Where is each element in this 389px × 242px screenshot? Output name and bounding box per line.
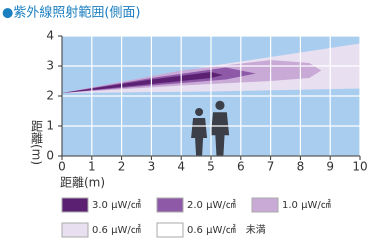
legend-swatch: [62, 223, 88, 237]
chart: ●紫外線照射範囲(側面) 距離(m) 距離(m) 0 1 2 3 4 5 6 7 8 9 10 0 1 2…: [0, 0, 389, 242]
legend-swatch: [157, 198, 183, 212]
x-tick-label: 2: [118, 160, 126, 174]
x-tick-label: 10: [352, 160, 367, 174]
chart-title: ●紫外線照射範囲(側面): [2, 5, 141, 21]
legend-swatch: [157, 223, 183, 237]
x-tick-label: 6: [237, 160, 245, 174]
x-tick-label: 1: [88, 160, 96, 174]
x-tick-label: 5: [207, 160, 215, 174]
y-tick-label: 2: [46, 89, 54, 103]
legend-label: 0.6 μW/㎠ 未満: [187, 224, 266, 236]
x-tick-label: 3: [148, 160, 156, 174]
legend-swatch: [252, 198, 278, 212]
x-tick-label: 4: [177, 160, 185, 174]
x-tick-label: 9: [326, 160, 334, 174]
x-tick-label: 0: [58, 160, 66, 174]
y-tick-label: 0: [46, 149, 54, 163]
head: [195, 108, 203, 116]
y-axis-label: 距離(m): [30, 120, 44, 165]
head: [215, 101, 224, 110]
x-tick-label: 7: [267, 160, 275, 174]
y-tick-label: 1: [46, 119, 54, 133]
y-tick-label: 4: [46, 29, 54, 43]
x-axis-label: 距離(m): [60, 176, 105, 190]
legend-label: 3.0 μW/㎠: [92, 199, 141, 211]
x-tick-label: 8: [297, 160, 305, 174]
legend-swatch: [62, 198, 88, 212]
legend-label: 1.0 μW/㎠: [282, 199, 331, 211]
y-tick-label: 3: [46, 59, 54, 73]
legend-label: 0.6 μW/㎠: [92, 224, 141, 236]
legend-label: 2.0 μW/㎠: [187, 199, 236, 211]
